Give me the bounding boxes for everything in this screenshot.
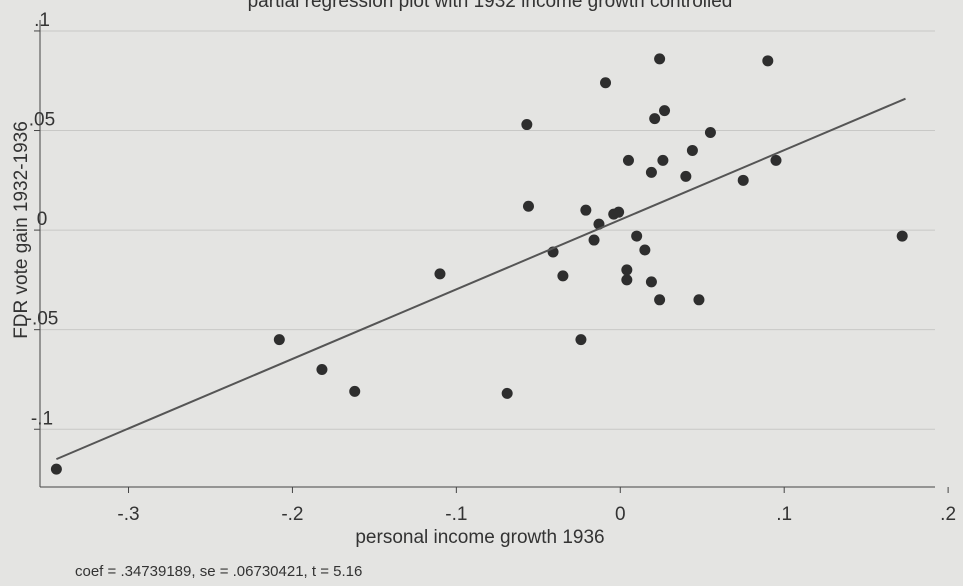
point [613,206,625,218]
y-axis-label: FDR vote gain 1932-1936 [11,121,32,339]
x-tick-label: -.3 [117,504,139,525]
point [588,234,600,246]
point [621,264,633,276]
point [654,294,666,306]
point [639,244,651,256]
point [600,77,612,89]
point [659,105,671,117]
point [273,334,285,346]
point [654,53,666,65]
point [645,166,657,178]
x-tick-label: .2 [940,504,956,525]
point [645,276,657,288]
point [522,200,534,212]
point [501,387,513,399]
chart-title: partial regression plot with 1932 income… [248,0,733,12]
point [621,274,633,286]
point [622,154,634,166]
x-axis-label: personal income growth 1936 [355,527,604,548]
note: coef = .34739189, se = .06730421, t = 5.… [75,563,362,580]
y-tick-label: .05 [29,110,55,131]
x-tick-label: .1 [776,504,792,525]
point [686,144,698,156]
point [50,463,62,475]
point [762,55,774,67]
point [349,385,361,397]
point [649,113,661,125]
point [580,204,592,216]
y-tick-label: -.05 [26,309,59,330]
point [680,170,692,182]
point [521,119,533,131]
point [316,364,328,376]
point [557,270,569,282]
x-tick-label: -.2 [281,504,303,525]
point [693,294,705,306]
point [896,230,908,242]
y-tick-label: 0 [37,209,48,230]
y-tick-label: -.1 [31,408,53,429]
point [657,154,669,166]
x-tick-label: -.1 [445,504,467,525]
fit-line [56,97,906,461]
y-tick-label: .1 [34,10,50,31]
x-tick-label: 0 [615,504,626,525]
point [770,154,782,166]
point [704,127,716,139]
point [575,334,587,346]
point [737,174,749,186]
point [631,230,643,242]
point [434,268,446,280]
